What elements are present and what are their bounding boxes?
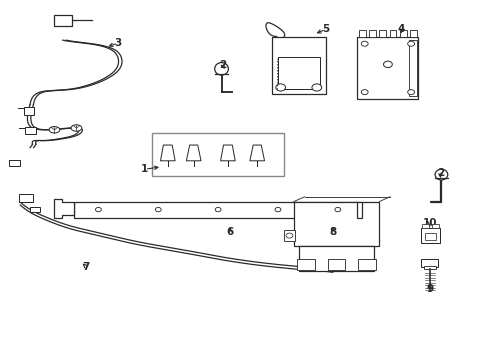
- Circle shape: [384, 61, 392, 68]
- Bar: [54, 15, 72, 26]
- Circle shape: [215, 207, 221, 212]
- Bar: [30, 207, 40, 212]
- Ellipse shape: [435, 169, 448, 180]
- Bar: [409, 40, 417, 96]
- Bar: [400, 30, 407, 37]
- Bar: [272, 37, 326, 94]
- Bar: [294, 202, 379, 246]
- Circle shape: [408, 41, 415, 46]
- Bar: [424, 266, 436, 269]
- Bar: [328, 259, 345, 270]
- Bar: [359, 30, 366, 37]
- Polygon shape: [220, 145, 235, 161]
- Text: 6: 6: [227, 227, 234, 237]
- Text: 10: 10: [422, 218, 437, 228]
- Bar: [24, 107, 34, 115]
- Polygon shape: [160, 145, 175, 161]
- Bar: [278, 57, 320, 89]
- Circle shape: [96, 207, 101, 212]
- Text: 9: 9: [426, 284, 433, 294]
- Text: 1: 1: [141, 164, 148, 174]
- Bar: [425, 233, 436, 240]
- Polygon shape: [54, 199, 74, 218]
- Bar: [422, 224, 429, 228]
- Bar: [357, 37, 418, 99]
- Bar: [410, 30, 417, 37]
- Ellipse shape: [71, 125, 82, 131]
- Ellipse shape: [215, 63, 228, 75]
- Text: 7: 7: [82, 262, 90, 272]
- Text: 8: 8: [329, 227, 337, 237]
- Circle shape: [335, 207, 341, 212]
- Circle shape: [361, 41, 368, 46]
- Bar: [152, 134, 284, 176]
- Circle shape: [275, 207, 281, 212]
- Circle shape: [286, 233, 293, 238]
- Bar: [74, 202, 357, 218]
- Bar: [299, 246, 374, 271]
- Bar: [9, 160, 20, 166]
- Circle shape: [361, 90, 368, 95]
- Bar: [421, 228, 440, 243]
- Bar: [297, 259, 315, 270]
- Bar: [390, 30, 396, 37]
- Text: 2: 2: [220, 60, 227, 70]
- Bar: [357, 202, 362, 218]
- Text: 4: 4: [398, 24, 405, 35]
- Bar: [19, 194, 33, 202]
- Bar: [379, 30, 386, 37]
- Text: 3: 3: [114, 38, 122, 48]
- Circle shape: [408, 90, 415, 95]
- Circle shape: [276, 84, 286, 91]
- Bar: [284, 230, 295, 241]
- Bar: [25, 127, 36, 134]
- Text: 2: 2: [437, 168, 444, 178]
- Bar: [358, 259, 376, 270]
- Ellipse shape: [49, 127, 60, 133]
- Bar: [421, 259, 439, 267]
- Polygon shape: [250, 145, 265, 161]
- Bar: [432, 224, 439, 228]
- Bar: [369, 30, 376, 37]
- Text: 5: 5: [322, 24, 329, 35]
- Polygon shape: [186, 145, 201, 161]
- Circle shape: [312, 84, 322, 91]
- Circle shape: [155, 207, 161, 212]
